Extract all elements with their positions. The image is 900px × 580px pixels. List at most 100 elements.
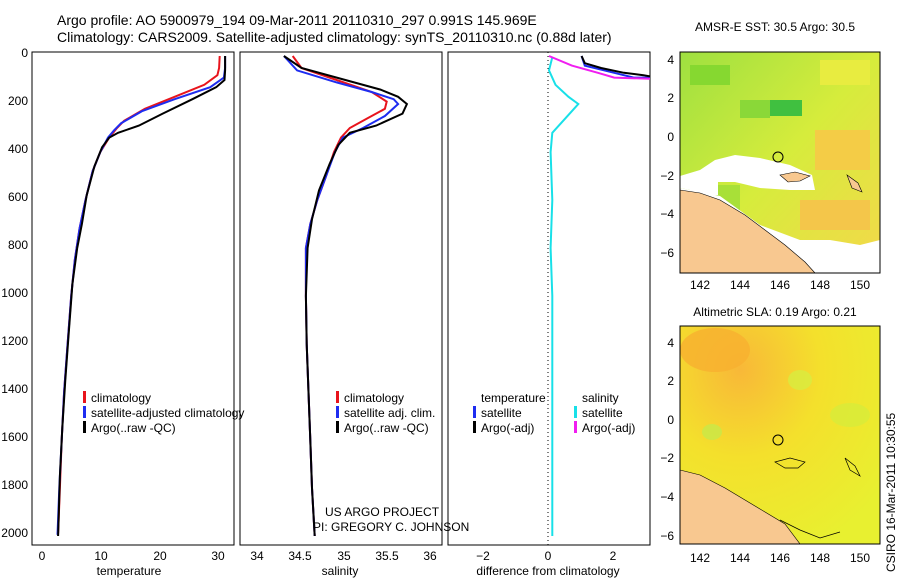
sla-lon-tick: 144	[730, 551, 750, 565]
sla-lon-tick: 148	[810, 551, 830, 565]
salinity-traces	[283, 55, 409, 537]
profile-line-climatology	[57, 55, 221, 534]
sla-lat-tick: −4	[660, 490, 674, 504]
sst-patch	[770, 100, 802, 116]
sst-lat-tick: 2	[667, 91, 674, 105]
profile-line-salinity-satellite	[547, 56, 580, 536]
depth-tick-label: 1200	[1, 334, 28, 348]
legend-label: Argo(..raw -QC)	[344, 421, 429, 435]
sst-profile-marker	[772, 151, 784, 163]
sst-map-frame	[679, 51, 881, 274]
salinity-x-axis: 34 34.5 35 35.5 36 salinity	[250, 549, 437, 578]
sla-coast	[844, 457, 861, 477]
legend-swatch-temp-satellite	[473, 406, 476, 418]
salinity-tick-label: 36	[423, 549, 437, 563]
sst-lat-tick: −4	[660, 207, 674, 221]
sst-land	[846, 174, 863, 193]
project-pi: PI: GREGORY C. JOHNSON	[313, 520, 469, 534]
depth-tick-label: 1800	[1, 478, 28, 492]
legend-swatch-sal-satellite	[574, 406, 577, 418]
difference-traces	[547, 55, 650, 536]
sla-patch	[830, 403, 870, 427]
sst-lat-tick: 4	[667, 53, 674, 67]
figure-title-line1: Argo profile: AO 5900979_194 09-Mar-2011…	[57, 12, 537, 28]
sst-map	[679, 51, 881, 274]
legend-label: satellite	[582, 406, 623, 420]
salinity-tick-label: 35.5	[375, 549, 399, 563]
legend-swatch-satellite	[336, 406, 339, 418]
legend-swatch-argo	[336, 421, 339, 433]
sst-lon-tick: 150	[850, 278, 870, 292]
salinity-panel-frame	[239, 51, 443, 546]
sla-patch	[788, 370, 812, 390]
profile-line-argo-raw-qc-	[57, 56, 227, 537]
sst-patch	[800, 200, 870, 230]
salinity-tick-label: 34.5	[288, 549, 312, 563]
temperature-tick-label: 30	[211, 549, 225, 563]
sst-map-axes: 4 2 0 −2 −4 −6 142 144 146 148 150	[660, 53, 870, 292]
legend-label: Argo(..raw -QC)	[91, 421, 176, 435]
sla-lat-tick: −6	[660, 529, 674, 543]
project-name: US ARGO PROJECT	[325, 505, 440, 519]
legend-swatch-climatology	[336, 391, 339, 403]
sst-patch	[690, 65, 730, 85]
legend-group-title: temperature	[481, 391, 546, 405]
sla-lat-tick: 0	[667, 413, 674, 427]
sla-lon-tick: 150	[850, 551, 870, 565]
sst-patch	[815, 130, 870, 170]
profile-line-satellite-adj-clim-	[283, 55, 400, 537]
difference-x-axis: −2 0 2 difference from climatology	[476, 549, 619, 578]
sst-patch	[740, 100, 770, 118]
salinity-tick-label: 34	[250, 549, 264, 563]
profile-line-argo-raw-qc-	[283, 55, 409, 537]
difference-axis-label: difference from climatology	[476, 564, 619, 578]
legend-label: Argo(-adj)	[481, 421, 534, 435]
figure-title-line2: Climatology: CARS2009. Satellite-adjuste…	[57, 29, 612, 45]
legend-label: climatology	[91, 391, 151, 405]
legend-swatch-satellite	[83, 406, 86, 418]
sst-missing-data	[680, 155, 815, 196]
temperature-traces	[56, 55, 227, 537]
difference-tick-label: 2	[610, 549, 617, 563]
sla-map	[679, 325, 881, 545]
legend-swatch-sal-argo	[574, 421, 577, 433]
depth-axis: 0 200 400 600 800 1000 1200 1400 1600 18…	[1, 46, 28, 540]
profile-line-temperature-argo-adj-	[580, 55, 650, 78]
sla-patch	[702, 424, 722, 440]
temperature-legend: climatology satellite-adjusted climatolo…	[83, 391, 244, 435]
difference-tick-label: 0	[545, 549, 552, 563]
sla-lat-tick: 2	[667, 374, 674, 388]
depth-tick-label: 0	[21, 46, 28, 60]
sla-lon-tick: 142	[690, 551, 710, 565]
profile-line-satellite-adjusted-climatology	[56, 56, 227, 535]
sla-coast	[774, 457, 806, 469]
sla-lat-tick: 4	[667, 336, 674, 350]
salinity-axis-label: salinity	[322, 564, 359, 578]
temperature-x-axis: 0 10 20 30 temperature	[39, 549, 225, 578]
depth-tick-label: 400	[8, 142, 28, 156]
sla-map-title: Altimetric SLA: 0.19 Argo: 0.21	[693, 305, 857, 319]
sla-profile-marker	[772, 434, 784, 446]
legend-label: Argo(-adj)	[582, 421, 635, 435]
temperature-tick-label: 0	[39, 549, 46, 563]
depth-tick-label: 2000	[1, 526, 28, 540]
legend-swatch-temp-argo	[473, 421, 476, 433]
sst-lon-tick: 148	[810, 278, 830, 292]
sla-lon-tick: 146	[770, 551, 790, 565]
sst-lon-tick: 142	[690, 278, 710, 292]
profile-line-salinity-argo-adj-	[548, 55, 650, 80]
sst-lon-tick: 146	[770, 278, 790, 292]
depth-tick-label: 200	[8, 94, 28, 108]
sla-coast	[779, 519, 841, 539]
temperature-axis-label: temperature	[97, 564, 162, 578]
temperature-panel-frame	[31, 51, 235, 546]
temperature-tick-label: 20	[153, 549, 167, 563]
salinity-tick-label: 35	[337, 549, 351, 563]
difference-legend: temperature satellite Argo(-adj) salinit…	[473, 391, 635, 435]
sla-lat-tick: −2	[660, 451, 674, 465]
salinity-legend: climatology satellite adj. clim. Argo(..…	[336, 391, 435, 435]
depth-tick-label: 1600	[1, 430, 28, 444]
sst-lat-tick: −6	[660, 246, 674, 260]
sst-land	[779, 171, 811, 183]
